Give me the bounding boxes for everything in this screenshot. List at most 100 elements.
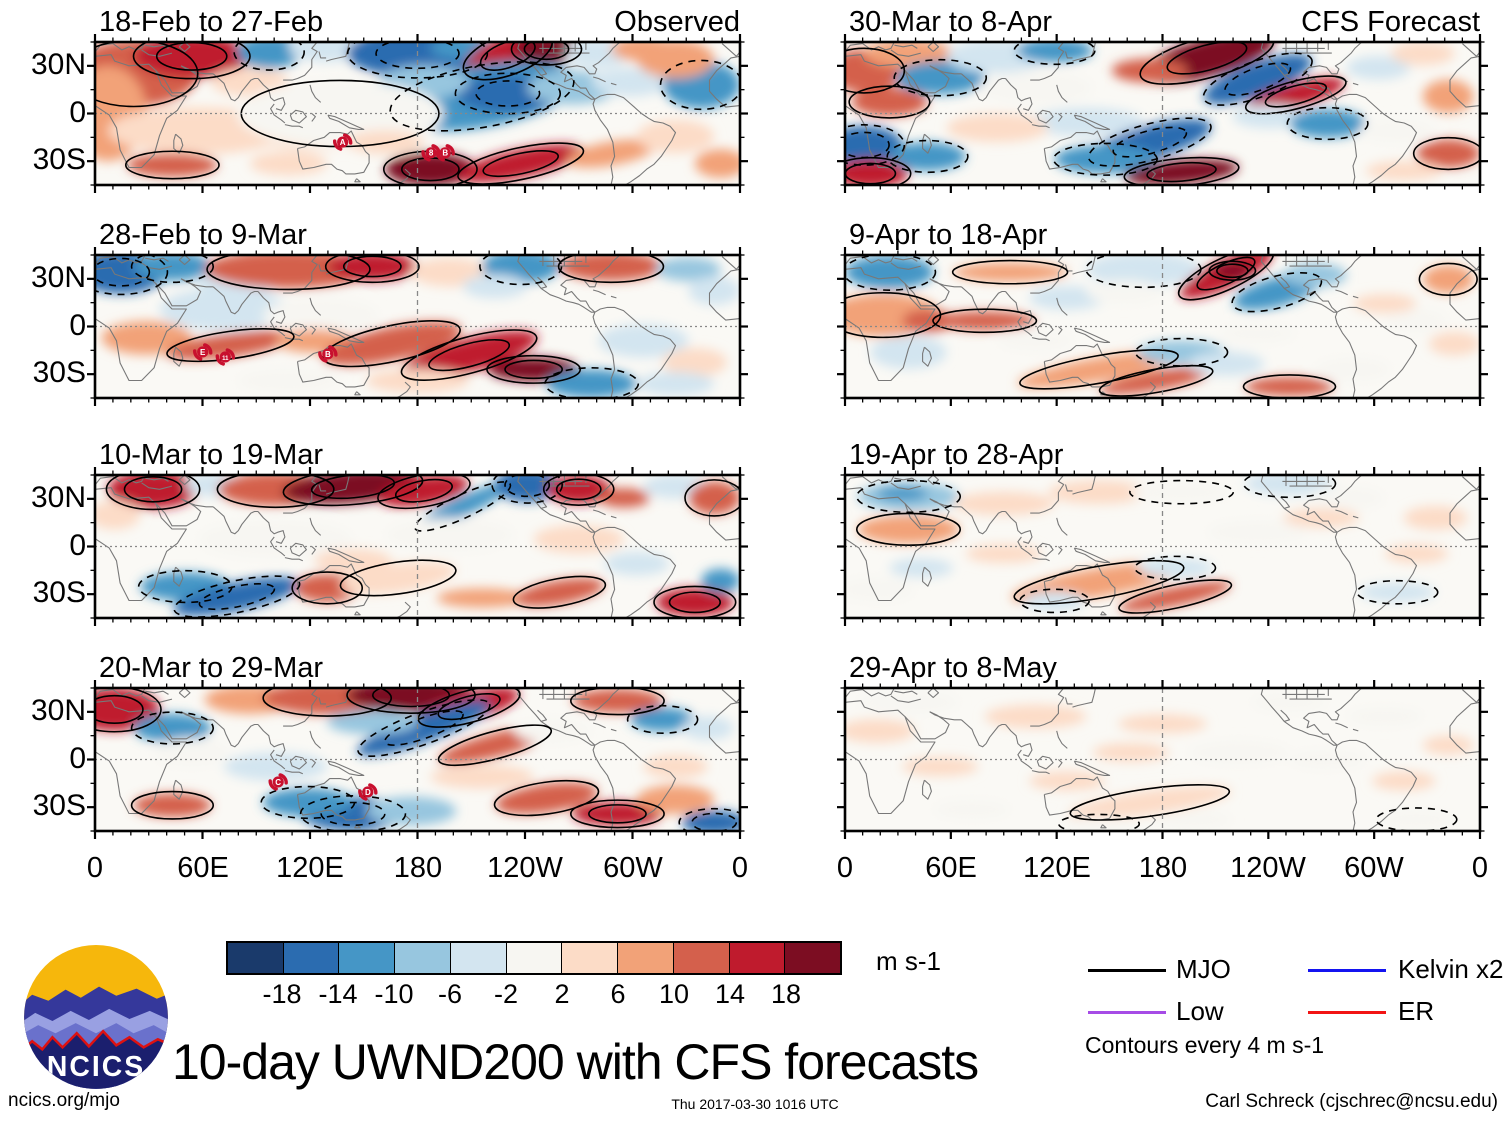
colorbar-tick-label: 10 xyxy=(658,979,690,1009)
colorbar-segment xyxy=(784,943,841,973)
legend-line-kelvin-x2 xyxy=(1308,969,1386,972)
panel-titlebar: 30-Mar to 8-Apr CFS Forecast xyxy=(845,6,1480,40)
map-panel-R3: 19-Apr to 28-Apr xyxy=(837,439,1488,626)
x-axis-label: 0 xyxy=(1471,852,1489,884)
map-canvas-R4 xyxy=(837,680,1488,839)
colorbar-segment xyxy=(728,943,785,973)
legend-label: Kelvin x2 xyxy=(1398,954,1504,984)
legend-contour-note: Contours every 4 m s-1 xyxy=(1085,1032,1325,1058)
panel-titlebar: 19-Apr to 28-Apr xyxy=(845,439,1480,473)
colorbar-segment xyxy=(561,943,618,973)
map-canvas-R2 xyxy=(837,247,1488,406)
colorbar-unit-label: m s-1 xyxy=(876,946,941,976)
x-axis-label: 120W xyxy=(487,852,563,884)
panel-subtitle: CFS Forecast xyxy=(1301,6,1480,38)
cyclone-marker-A: A xyxy=(332,133,353,151)
svg-text:8: 8 xyxy=(429,149,434,158)
x-axis-label: 0 xyxy=(836,852,854,884)
colorbar-tick-label: 2 xyxy=(554,979,570,1009)
colorbar-tick-label: -18 xyxy=(262,979,302,1009)
colorbar-tick-label: 6 xyxy=(610,979,626,1009)
y-axis-label: 30N xyxy=(30,48,86,81)
cyclone-marker-D: D xyxy=(358,783,378,801)
legend-line-er xyxy=(1308,1011,1386,1014)
y-axis-label: 0 xyxy=(69,309,86,342)
map-canvas-L3 xyxy=(87,467,748,626)
colorbar-tick-label: 18 xyxy=(770,979,802,1009)
map-canvas-L4: CD xyxy=(87,680,748,839)
panel-titlebar: 10-Mar to 19-Mar xyxy=(95,439,740,473)
x-axis-label: 60E xyxy=(177,852,229,884)
colorbar-segment xyxy=(282,943,339,973)
map-panel-R1: 30-Mar to 8-Apr CFS Forecast xyxy=(837,6,1488,193)
map-canvas-R3 xyxy=(837,467,1488,626)
colorbar-tick-label: -10 xyxy=(374,979,414,1009)
cyclone-marker-E: E xyxy=(193,343,213,361)
y-axis-label: 30N xyxy=(30,261,86,294)
map-panel-L2: 28-Feb to 9-Mar E 11 B xyxy=(87,219,748,406)
y-axis-label: 30N xyxy=(30,694,86,727)
x-axis-label: 180 xyxy=(393,852,443,884)
colorbar-segment xyxy=(449,943,506,973)
colorbar-segment xyxy=(228,943,283,973)
svg-text:11: 11 xyxy=(222,356,229,362)
cyclone-marker-11: 11 xyxy=(215,348,235,366)
legend-line-low xyxy=(1088,1011,1166,1014)
colorbar xyxy=(226,941,842,975)
panel-title: 10-Mar to 19-Mar xyxy=(99,439,324,471)
cyclone-marker-C: C xyxy=(268,773,288,791)
panel-title: 18-Feb to 27-Feb xyxy=(99,6,324,38)
colorbar-segment xyxy=(672,943,729,973)
y-axis-label: 30S xyxy=(32,789,86,822)
panel-title: 30-Mar to 8-Apr xyxy=(849,6,1053,38)
panel-titlebar: 20-Mar to 29-Mar xyxy=(95,652,740,686)
svg-text:A: A xyxy=(340,138,346,147)
map-panel-R2: 9-Apr to 18-Apr xyxy=(837,219,1488,406)
panel-titlebar: 9-Apr to 18-Apr xyxy=(845,219,1480,253)
colorbar-segment xyxy=(338,943,395,973)
x-axis-label: 0 xyxy=(86,852,104,884)
colorbar-tick-label: 14 xyxy=(714,979,746,1009)
panel-titlebar: 29-Apr to 8-May xyxy=(845,652,1480,686)
x-axis-label: 60W xyxy=(603,852,663,884)
map-canvas-L2: E 11 B xyxy=(87,247,748,406)
figure-title: 10-day UWND200 with CFS forecasts xyxy=(172,1034,979,1090)
map-canvas-L1: A 8 B xyxy=(87,34,748,193)
x-axis-label: 120E xyxy=(1023,852,1091,884)
x-axis-label: 180 xyxy=(1138,852,1188,884)
panel-title: 29-Apr to 8-May xyxy=(849,652,1057,684)
x-axis-label: 120E xyxy=(276,852,344,884)
panel-title: 20-Mar to 29-Mar xyxy=(99,652,324,684)
panel-titlebar: 28-Feb to 9-Mar xyxy=(95,219,740,253)
panel-title: 19-Apr to 28-Apr xyxy=(849,439,1064,471)
colorbar-tick-label: -6 xyxy=(437,979,463,1009)
map-panel-L3: 10-Mar to 19-Mar xyxy=(87,439,748,626)
footer-credit: Carl Schreck (cjschrec@ncsu.edu) xyxy=(1205,1091,1498,1112)
y-axis-label: 0 xyxy=(69,96,86,129)
footer-url: ncics.org/mjo xyxy=(8,1090,120,1111)
svg-text:E: E xyxy=(200,348,206,357)
map-panel-L4: 20-Mar to 29-Mar C D xyxy=(87,652,748,839)
y-axis-label: 30S xyxy=(32,143,86,176)
y-axis-label: 0 xyxy=(69,529,86,562)
colorbar-tick-label: -14 xyxy=(318,979,358,1009)
ncics-logo-art: NCICS xyxy=(24,945,168,1089)
x-axis-label: 60E xyxy=(925,852,977,884)
colorbar-segment xyxy=(617,943,673,973)
y-axis-label: 30S xyxy=(32,356,86,389)
legend-label: ER xyxy=(1398,996,1435,1026)
panel-titlebar: 18-Feb to 27-Feb Observed xyxy=(95,6,740,40)
map-panel-R4: 29-Apr to 8-May xyxy=(837,652,1488,839)
svg-text:B: B xyxy=(442,149,448,158)
legend-label: MJO xyxy=(1176,954,1231,984)
x-axis-label: 120W xyxy=(1230,852,1306,884)
panel-subtitle: Observed xyxy=(614,6,740,38)
legend-line-mjo xyxy=(1088,969,1166,972)
ncics-logo: NCICS xyxy=(24,945,168,1089)
y-axis-label: 30N xyxy=(30,481,86,514)
footer-timestamp: Thu 2017-03-30 1016 UTC xyxy=(671,1096,839,1112)
colorbar-segment xyxy=(394,943,450,973)
cyclone-marker-B: B xyxy=(318,345,338,363)
panel-title: 9-Apr to 18-Apr xyxy=(849,219,1048,251)
